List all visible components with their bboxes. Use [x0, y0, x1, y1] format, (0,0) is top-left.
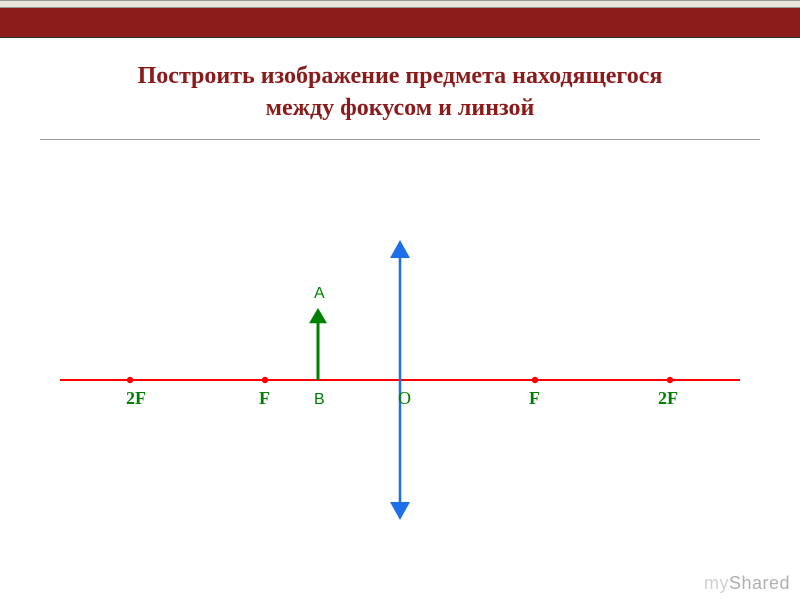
focal-label: 2F — [126, 388, 146, 408]
focal-point-dot — [127, 377, 133, 383]
watermark: myShared — [704, 573, 790, 594]
focal-label: 2F — [658, 388, 678, 408]
focal-point-dot — [532, 377, 538, 383]
focal-label: F — [259, 388, 270, 408]
focal-point-dot — [262, 377, 268, 383]
lens-arrow-top — [390, 240, 410, 258]
focal-point-dot — [667, 377, 673, 383]
object-label-B: B — [314, 391, 325, 408]
header-bar-lower — [0, 8, 800, 38]
diagram-svg: 2F F F 2F O A B — [0, 170, 800, 570]
focal-label: F — [529, 388, 540, 408]
header-bar-upper — [0, 0, 800, 8]
title-underline — [40, 139, 760, 140]
object-arrow-head — [309, 308, 327, 323]
watermark-my: my — [704, 573, 729, 593]
object-label-A: A — [314, 285, 325, 302]
watermark-shared: Shared — [729, 573, 790, 593]
center-label: O — [398, 388, 411, 408]
page-title: Построить изображение предмета находящег… — [0, 38, 800, 133]
header-bar — [0, 0, 800, 38]
lens-arrow-bottom — [390, 502, 410, 520]
title-line-1: Построить изображение предмета находящег… — [138, 63, 663, 89]
optics-diagram: 2F F F 2F O A B — [0, 170, 800, 570]
title-line-2: между фокусом и линзой — [266, 95, 535, 121]
